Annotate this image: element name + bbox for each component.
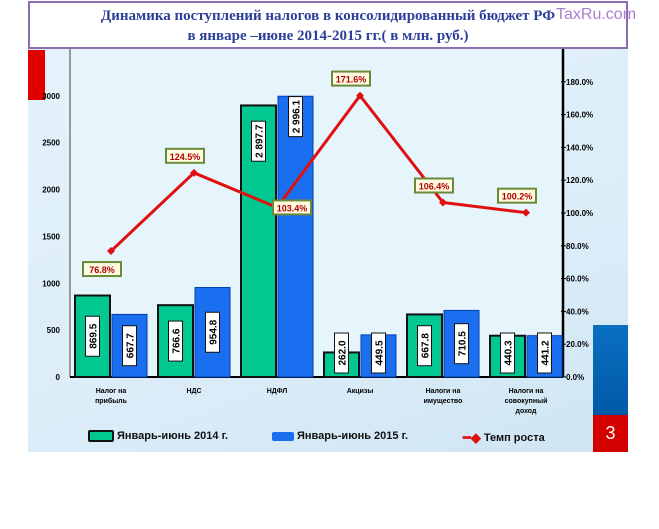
rate-value-label: 124.5% [170,152,201,162]
y2-tick-label: 40.0% [566,307,589,316]
title-line-1: Динамика поступлений налогов в консолиди… [100,8,556,24]
bar-label-box [500,332,515,374]
bar-label-box [288,96,303,138]
bar-value-label: 869.5 [89,323,100,348]
legend-2015: Январь-июнь 2015 г. [272,430,408,442]
y-tick-label: 500 [47,326,61,335]
bar-value-label: 262.0 [338,340,349,365]
legend-rate: ━◆ Темп роста [463,430,545,446]
y-tick-label: 2000 [42,186,60,195]
rate-point [522,208,530,217]
y2-tick-label: 140.0% [566,143,593,152]
bar-value-label: 766.6 [172,328,183,353]
legend-label-2014: Январь-июнь 2014 г. [117,430,229,442]
bar-label-box [334,332,349,374]
legend-label-2015: Январь-июнь 2015 г. [297,430,409,442]
y2-tick-label: 20.0% [566,340,589,349]
x-tick-label: доход [516,408,537,415]
rate-point [107,247,115,256]
rate-label-box [331,70,371,87]
bar-value-label: 2 996.1 [292,99,303,133]
rate-point [356,91,364,100]
x-tick-label: имущество [424,398,463,405]
legend-label-rate: Темп роста [483,432,545,444]
legend-2014: Январь-июнь 2014 г. [88,430,228,442]
y2-tick-label: 100.0% [566,209,593,218]
legend-swatch-2015 [272,431,294,441]
y2-tick-label: 120.0% [566,176,593,185]
bar-label-box [251,120,266,162]
rate-point [439,198,447,207]
bar-label-box [417,325,432,367]
bar-value-label: 441.2 [541,340,552,365]
y-tick-label: 0 [56,373,61,382]
rate-value-label: 171.6% [336,75,367,85]
y-tick-label: 3000 [42,92,60,101]
rate-label-box [414,177,454,194]
y2-tick-label: 160.0% [566,111,593,120]
y2-tick-label: 0.0% [566,373,584,382]
legend-swatch-rate: ━◆ [463,430,481,445]
x-tick-label: Акцизы [347,388,374,395]
rate-point [190,168,198,177]
slide-number: 3 [593,415,628,452]
bar-value-label: 667.7 [125,333,136,358]
x-tick-label: Налоги на [426,388,461,395]
y-tick-label: 1500 [42,232,60,241]
legend-swatch-2014 [88,430,114,442]
rate-label-box [165,147,205,164]
rate-value-label: 76.8% [89,265,115,275]
y-tick-label: 2500 [42,139,60,148]
bar-label-box [168,320,183,362]
bar-value-label: 667.8 [421,333,432,358]
bar-label-box [122,325,137,367]
rate-value-label: 106.4% [419,182,450,192]
bar-label-box [85,315,100,357]
rate-line [109,93,527,253]
title-line-2: в январе –июне 2014-2015 гг.( в млн. руб… [187,28,469,44]
bar-value-label: 449.5 [375,340,386,365]
bar-value-label: 710.5 [458,331,469,356]
bar-value-label: 2 897.7 [255,124,266,158]
rate-value-label: 103.4% [277,203,308,213]
y2-tick-label: 80.0% [566,242,589,251]
chart-title: Динамика поступлений налогов в консолиди… [28,1,628,49]
x-tick-label: Налоги на [509,388,544,395]
y2-tick-label: 180.0% [566,78,593,87]
rate-value-label: 100.2% [502,192,533,202]
decor-blue-block [593,325,628,415]
x-tick-label: Налог на [96,388,127,395]
y2-tick-label: 60.0% [566,275,589,284]
x-tick-label: совокупный [505,397,548,405]
bar-value-label: 954.8 [209,319,220,344]
watermark: TaxRu.com [556,6,637,23]
bar-label-box [537,332,552,374]
x-tick-label: НДС [186,388,201,395]
x-tick-label: прибыль [95,397,128,405]
bar-label-box [205,311,220,353]
bar-label-box [454,323,469,365]
bar-label-box [371,332,386,374]
rate-label-box [82,261,122,278]
decor-red-strip [28,50,45,100]
y-tick-label: 1000 [42,279,60,288]
x-tick-label: НДФЛ [267,388,288,395]
bar-2015 [277,95,314,378]
bar-value-label: 440.3 [504,340,515,365]
rate-label-box [272,199,312,216]
rate-label-box [497,187,537,204]
